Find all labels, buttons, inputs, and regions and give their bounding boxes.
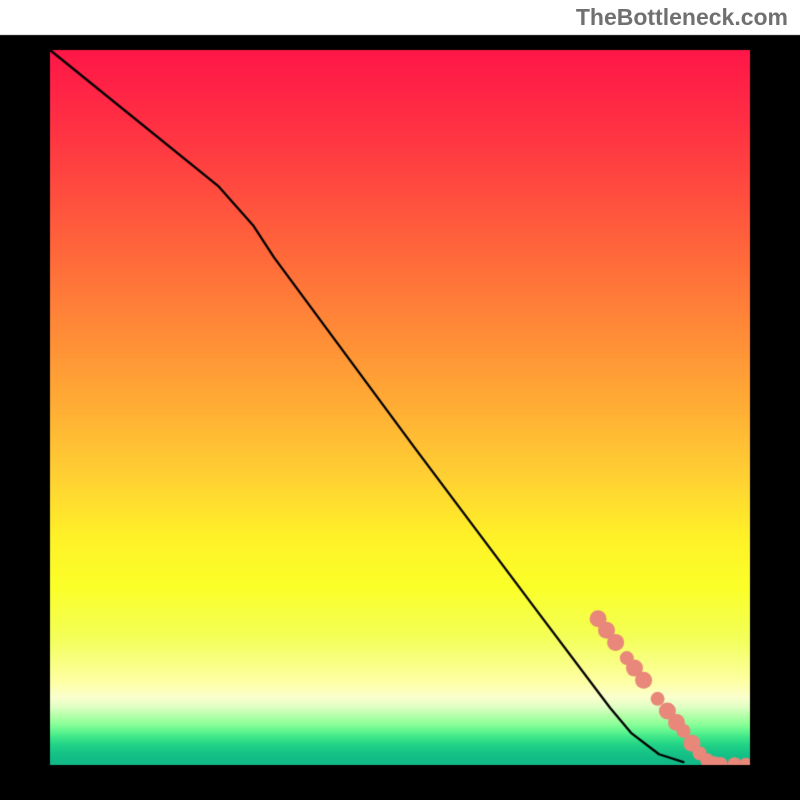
chart-canvas	[0, 0, 800, 800]
watermark-label: TheBottleneck.com	[576, 4, 788, 31]
chart-stage: TheBottleneck.com	[0, 0, 800, 800]
